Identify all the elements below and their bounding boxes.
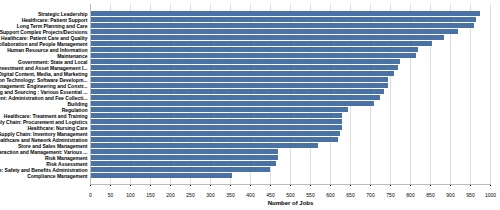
svg-text:Healthcare: Nursing Care: Healthcare: Nursing Care	[27, 124, 88, 131]
svg-text:Compliance Management: Compliance Management	[27, 173, 88, 179]
svg-text:Healthcare: Patient Care and Q: Healthcare: Patient Care and Quality	[1, 34, 88, 41]
svg-text:250: 250	[186, 192, 195, 198]
svg-text:200: 200	[166, 192, 175, 198]
svg-text:0: 0	[89, 192, 92, 198]
svg-text:Long Term Planning and Care: Long Term Planning and Care	[16, 22, 88, 29]
svg-text:Government: State and Local: Government: State and Local	[18, 58, 88, 65]
svg-text:Regulation: Regulation	[61, 106, 88, 113]
svg-text:800: 800	[406, 192, 415, 198]
svg-text:Maintenance: Maintenance	[57, 52, 88, 59]
svg-text:850: 850	[426, 192, 435, 198]
svg-text:350: 350	[226, 192, 235, 198]
svg-text:500: 500	[286, 192, 295, 198]
svg-text:400: 400	[246, 192, 255, 198]
svg-text:600: 600	[326, 192, 335, 198]
svg-text:150: 150	[146, 192, 155, 198]
svg-text:100: 100	[126, 192, 135, 198]
svg-text:Human Resource and Information: Human Resource and Information	[7, 46, 88, 53]
svg-text:950: 950	[466, 192, 475, 198]
svg-text:Building: Building	[67, 100, 88, 107]
svg-text:650: 650	[346, 192, 355, 198]
svg-text:Number of Jobs: Number of Jobs	[268, 200, 314, 206]
svg-text:Healthcare: Patient Support: Healthcare: Patient Support	[21, 16, 88, 23]
svg-text:Healthcare: Treatment and Trai: Healthcare: Treatment and Training	[3, 112, 88, 119]
svg-text:Strategic Leadership: Strategic Leadership	[38, 10, 88, 17]
svg-text:1000: 1000	[485, 192, 496, 198]
svg-text:700: 700	[366, 192, 375, 198]
svg-text:300: 300	[206, 192, 215, 198]
svg-text:750: 750	[386, 192, 395, 198]
svg-text:Risk Management: Risk Management	[45, 154, 88, 161]
svg-text:Store and Sales Management: Store and Sales Management	[18, 142, 88, 149]
svg-text:550: 550	[306, 192, 315, 198]
svg-text:450: 450	[266, 192, 275, 198]
svg-text:900: 900	[446, 192, 455, 198]
svg-text:50: 50	[108, 192, 114, 198]
svg-text:Risk Assessment: Risk Assessment	[46, 160, 88, 167]
